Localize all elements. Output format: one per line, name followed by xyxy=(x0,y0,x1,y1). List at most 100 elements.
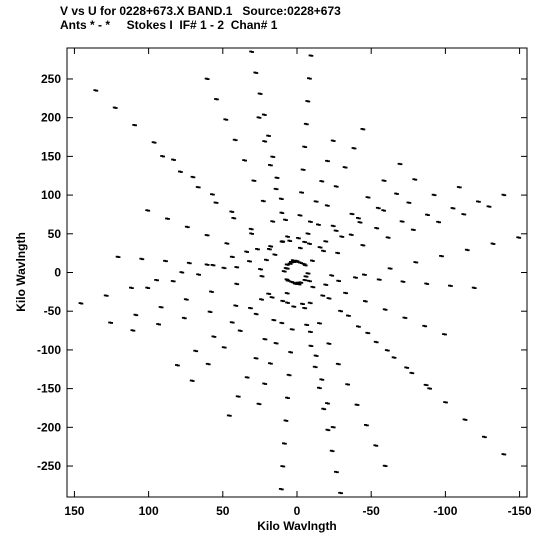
uv-point xyxy=(262,200,266,203)
uv-point xyxy=(319,246,323,249)
y-tick-label: -250 xyxy=(37,459,61,473)
uv-point xyxy=(285,279,289,282)
uv-point xyxy=(305,272,309,275)
uv-point xyxy=(464,419,468,421)
uv-point xyxy=(154,279,158,281)
uv-point xyxy=(280,465,284,467)
uv-point xyxy=(431,193,435,196)
uv-point xyxy=(223,267,227,270)
uv-point xyxy=(345,383,349,386)
uv-point xyxy=(464,248,468,251)
uv-point xyxy=(193,349,197,352)
uv-point xyxy=(272,253,276,256)
uv-point xyxy=(210,264,214,266)
uv-point xyxy=(305,275,309,278)
uv-point xyxy=(346,314,349,317)
uv-point xyxy=(309,331,313,333)
uv-point xyxy=(307,242,311,245)
uv-point xyxy=(471,286,475,289)
uv-point xyxy=(321,180,325,183)
uv-point xyxy=(322,294,326,297)
uv-point xyxy=(414,178,418,181)
uv-point xyxy=(300,168,304,171)
uv-point xyxy=(306,324,310,326)
uv-point xyxy=(377,207,381,210)
uv-point xyxy=(308,243,312,245)
uv-point xyxy=(463,213,467,216)
uv-point xyxy=(287,262,291,265)
uv-point xyxy=(339,235,343,238)
uv-point xyxy=(338,309,342,312)
uv-point xyxy=(347,383,350,386)
uv-point xyxy=(195,350,199,353)
uv-point xyxy=(318,387,322,390)
uv-point xyxy=(294,259,298,262)
uv-point xyxy=(326,204,330,207)
uv-point xyxy=(413,261,417,263)
uv-point xyxy=(304,279,308,282)
uv-point xyxy=(196,273,200,276)
uv-point xyxy=(93,89,97,92)
uv-point xyxy=(289,263,293,265)
uv-point xyxy=(255,248,259,250)
uv-point xyxy=(286,373,290,376)
uv-point xyxy=(225,118,229,121)
uv-point xyxy=(356,325,359,328)
uv-point xyxy=(399,163,403,166)
uv-point xyxy=(286,397,290,399)
uv-point xyxy=(181,316,185,319)
uv-point xyxy=(284,292,288,294)
uv-point xyxy=(290,351,293,354)
uv-point xyxy=(482,435,485,438)
uv-point xyxy=(256,248,260,251)
uv-point xyxy=(308,344,312,347)
uv-point xyxy=(235,305,239,307)
uv-point xyxy=(334,470,337,473)
uv-point xyxy=(426,283,430,285)
uv-point xyxy=(272,156,276,158)
uv-point xyxy=(117,256,121,258)
uv-point xyxy=(204,263,208,266)
uv-point xyxy=(353,147,357,150)
uv-point xyxy=(304,307,308,310)
uv-point xyxy=(279,321,283,324)
uv-point xyxy=(185,298,189,301)
uv-point xyxy=(326,342,330,345)
uv-point xyxy=(268,245,272,247)
uv-point xyxy=(284,219,288,221)
uv-point xyxy=(264,140,268,143)
uv-point xyxy=(488,205,492,208)
uv-point xyxy=(166,218,170,220)
uv-point xyxy=(130,329,134,332)
uv-point xyxy=(265,259,269,262)
uv-point xyxy=(347,315,351,317)
uv-point xyxy=(338,280,341,282)
uv-point xyxy=(425,213,429,216)
uv-point xyxy=(492,243,496,245)
uv-point xyxy=(394,192,398,195)
uv-point xyxy=(135,314,139,317)
x-axis-label: Kilo Wavlngth xyxy=(257,519,337,533)
uv-point xyxy=(389,267,393,270)
uv-point xyxy=(172,159,176,161)
uv-point xyxy=(207,363,211,366)
uv-point xyxy=(381,209,385,212)
uv-point xyxy=(80,302,84,305)
uv-point xyxy=(305,100,309,102)
uv-point xyxy=(288,351,292,353)
uv-point xyxy=(307,100,311,103)
uv-point xyxy=(336,279,340,282)
uv-point xyxy=(490,242,494,245)
uv-point xyxy=(423,383,427,386)
uv-point xyxy=(281,322,285,325)
x-tick-label: -150 xyxy=(508,504,532,518)
uv-point xyxy=(279,240,283,243)
uv-point xyxy=(130,287,134,289)
uv-point xyxy=(402,316,406,319)
uv-point xyxy=(160,306,164,309)
uv-point xyxy=(442,333,446,335)
uv-point xyxy=(256,116,260,119)
uv-point xyxy=(382,464,386,467)
y-tick-label: -50 xyxy=(44,304,62,318)
uv-point xyxy=(317,322,321,324)
